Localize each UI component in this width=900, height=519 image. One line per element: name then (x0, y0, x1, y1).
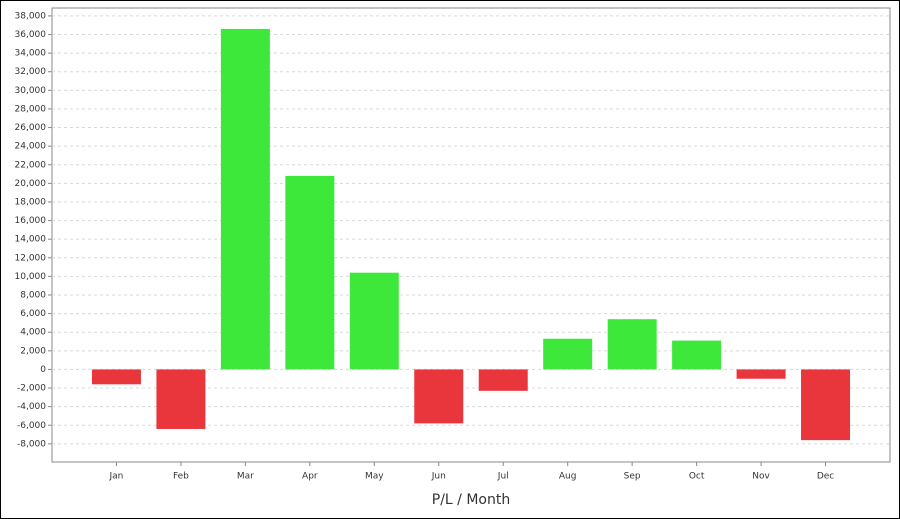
bar (607, 319, 657, 370)
bar (91, 369, 141, 385)
y-tick-label: 24,000 (15, 142, 47, 152)
y-tick-label: 10,000 (15, 272, 47, 282)
y-tick-label: -2,000 (17, 384, 46, 394)
bar (220, 28, 270, 370)
y-tick-label: 20,000 (15, 179, 47, 189)
bar (478, 369, 528, 391)
bar (543, 338, 593, 370)
x-tick-label: Jul (497, 472, 509, 482)
bar (801, 369, 851, 441)
bar (414, 369, 464, 424)
y-tick-label: 22,000 (15, 160, 47, 170)
x-tick-label: Mar (237, 472, 254, 482)
x-tick-label: Feb (173, 472, 189, 482)
y-tick-label: 4,000 (20, 328, 46, 338)
y-tick-label: 14,000 (15, 235, 47, 245)
x-tick-label: Oct (689, 472, 705, 482)
y-tick-label: 16,000 (15, 216, 47, 226)
y-tick-label: 2,000 (20, 346, 46, 356)
x-tick-label: Aug (559, 472, 577, 482)
y-tick-label: -8,000 (17, 439, 46, 449)
bar (285, 175, 335, 370)
y-tick-label: 28,000 (15, 104, 47, 114)
bar (349, 272, 399, 370)
x-tick-label: Apr (302, 472, 318, 482)
y-tick-label: 38,000 (15, 11, 47, 21)
y-tick-label: -4,000 (17, 402, 46, 412)
y-tick-label: 18,000 (15, 197, 47, 207)
y-tick-label: -6,000 (17, 421, 46, 431)
bar (672, 340, 722, 370)
y-tick-label: 36,000 (15, 30, 47, 40)
x-tick-label: Jan (109, 472, 124, 482)
x-tick-label: Sep (624, 472, 641, 482)
y-tick-label: 26,000 (15, 123, 47, 133)
x-tick-label: Nov (752, 472, 770, 482)
y-tick-label: 30,000 (15, 86, 47, 96)
y-tick-label: 0 (40, 365, 46, 375)
x-tick-label: May (365, 472, 384, 482)
x-tick-label: Jun (431, 472, 446, 482)
x-tick-label: Dec (817, 472, 834, 482)
y-tick-label: 32,000 (15, 67, 47, 77)
bar (156, 369, 206, 429)
x-axis-label: P/L / Month (432, 492, 510, 508)
y-tick-label: 8,000 (20, 291, 46, 301)
y-tick-label: 34,000 (15, 49, 47, 59)
bar (736, 369, 786, 379)
y-tick-label: 6,000 (20, 309, 46, 319)
y-tick-label: 12,000 (15, 253, 47, 263)
